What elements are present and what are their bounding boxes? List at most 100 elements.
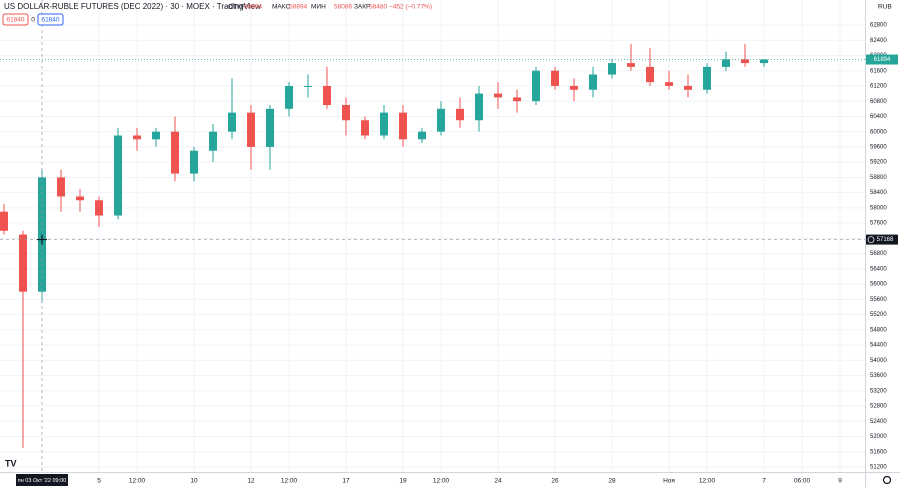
y-tick-label: 58800 [870, 175, 887, 181]
buy-box[interactable] [37, 13, 64, 26]
x-tick-label: 12 [247, 478, 255, 485]
x-tick-label: 12:00 [281, 478, 298, 485]
candle-body [152, 131, 160, 140]
x-tick-label: 17 [342, 478, 350, 485]
order-qty[interactable]: 0 [31, 17, 35, 24]
x-tick-label: Ноя [663, 478, 675, 485]
open-label: ОТКР [228, 4, 245, 11]
y-tick-label: 62800 [870, 23, 887, 29]
low-value: 58086 [334, 4, 352, 11]
x-tick-label: 28 [608, 478, 616, 485]
sell-box[interactable] [2, 13, 29, 26]
x-tick-label: 10 [190, 478, 198, 485]
y-tick-label: 57600 [870, 221, 887, 227]
crosshair-time-tag [16, 474, 68, 486]
x-tick-label: 26 [551, 478, 559, 485]
y-tick-label: 52400 [870, 419, 887, 425]
low-label: МИН [311, 4, 326, 11]
candle-body [475, 93, 483, 121]
close-value: 58480 [369, 4, 387, 11]
candle-body [19, 234, 27, 292]
crosshair-price-label: 57168 [877, 237, 894, 243]
candle-body [266, 108, 274, 147]
x-tick-label: 7 [762, 478, 766, 485]
candle-body [456, 108, 464, 121]
candle-body [285, 85, 293, 109]
candle-body [76, 196, 84, 201]
high-value: 58894 [289, 4, 307, 11]
y-tick-label: 60800 [870, 99, 887, 105]
grid [0, 0, 865, 472]
crosshair-plus [867, 236, 875, 243]
x-tick-label: 06:00 [794, 478, 811, 485]
candle-body [513, 97, 521, 102]
y-tick-label: 53200 [870, 388, 887, 394]
y-tick-label: 60400 [870, 114, 887, 120]
y-tick-label: 55600 [870, 297, 887, 303]
y-tick-label: 52800 [870, 404, 887, 410]
candle-body [247, 112, 255, 147]
candle-body [304, 85, 312, 87]
candle-body [114, 135, 122, 216]
y-tick-label: 56400 [870, 266, 887, 272]
y-tick-label: 62400 [870, 38, 887, 44]
y-tick-label: 51600 [870, 449, 887, 455]
candle-body [684, 85, 692, 90]
candle-body [722, 59, 730, 67]
candle-body [323, 85, 331, 106]
last-price-label: 61894 [874, 57, 891, 63]
candle-body [209, 131, 217, 151]
ohlc-legend: ОТКР 58894 МАКС 58894 МИН 58086 ЗАКР 584… [228, 4, 432, 11]
candle-body [342, 105, 350, 121]
x-tick-label: 5 [97, 478, 101, 485]
candle-body [551, 70, 559, 86]
high-label: МАКС [272, 4, 290, 11]
candle-body [665, 82, 673, 86]
candle-body [494, 93, 502, 98]
x-tick-label: 19 [399, 478, 407, 485]
candle-body [532, 70, 540, 102]
y-tick-label: 56800 [870, 251, 887, 257]
candle-body [703, 66, 711, 90]
y-tick-label: 58000 [870, 205, 887, 211]
y-tick-label: 58400 [870, 190, 887, 196]
candle-body [608, 63, 616, 75]
candle-body [133, 135, 141, 140]
y-tick-label: 54000 [870, 358, 887, 364]
candle-body [57, 177, 65, 197]
crosshair-price-tag [866, 234, 898, 245]
y-tick-label: 52000 [870, 434, 887, 440]
x-tick-label: 12:00 [433, 478, 450, 485]
candle-body [228, 112, 236, 132]
candle-body [646, 66, 654, 83]
y-tick-label: 61200 [870, 84, 887, 90]
buy-price[interactable]: 61840 [41, 17, 59, 24]
last-price-tag [866, 54, 898, 65]
sell-price[interactable]: 61840 [6, 17, 24, 24]
candle-body [190, 150, 198, 174]
candle-body [570, 85, 578, 90]
candle-body [0, 211, 8, 231]
candle-body [627, 63, 635, 67]
candle-body [418, 131, 426, 140]
candle-body [171, 131, 179, 174]
chart-title: US DOLLAR-RUBLE FUTURES (DEC 2022) · 30 … [4, 2, 261, 11]
candle-body [95, 200, 103, 216]
crosshair-time-label: пн 03 Окт '22 09:00 [18, 478, 66, 484]
settings-icon[interactable] [882, 475, 892, 485]
candle-body [399, 112, 407, 140]
x-tick-label: 12:00 [699, 478, 716, 485]
y-tick-label: 59600 [870, 144, 887, 150]
y-tick-label: 60000 [870, 129, 887, 135]
x-tick-label: 24 [494, 478, 502, 485]
y-tick-label: 61600 [870, 68, 887, 74]
open-value: 58894 [244, 4, 262, 11]
x-tick-label: 9 [838, 478, 842, 485]
currency-label: RUB [878, 4, 892, 11]
candle-body [361, 120, 369, 136]
y-tick-label: 56000 [870, 282, 887, 288]
y-tick-label: 54400 [870, 343, 887, 349]
close-label: ЗАКР [354, 4, 370, 11]
x-tick-label: 12:00 [129, 478, 146, 485]
